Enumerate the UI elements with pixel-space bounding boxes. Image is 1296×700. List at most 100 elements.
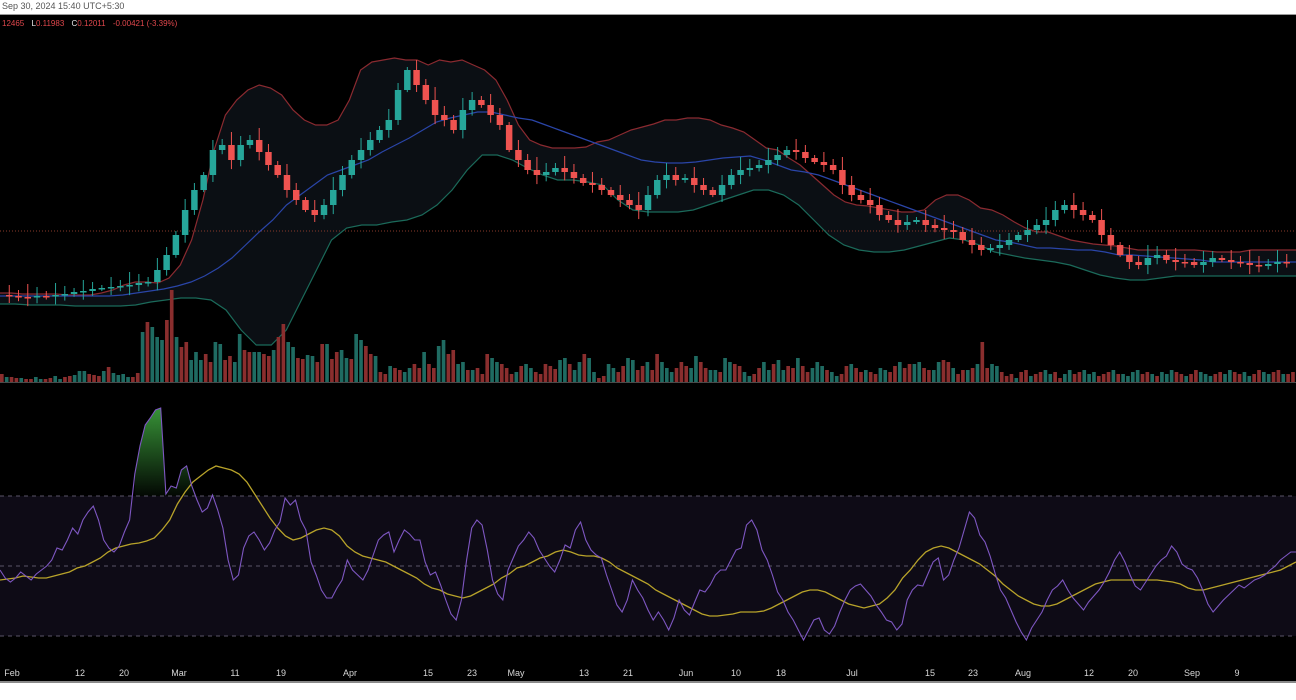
volume-bar bbox=[441, 340, 446, 382]
candle-body bbox=[1079, 210, 1087, 215]
time-axis[interactable]: Feb 12 20 Mar 11 19 Apr 15 23 May 13 21 Jun 10 18 Jul 15… bbox=[0, 668, 1296, 682]
chart-canvas[interactable] bbox=[0, 15, 1296, 682]
volume-bar bbox=[432, 368, 436, 382]
volume-bar bbox=[359, 340, 363, 382]
volume-bar bbox=[364, 346, 368, 382]
volume-bar bbox=[650, 370, 655, 382]
volume-bar bbox=[509, 374, 514, 382]
volume-bar bbox=[106, 367, 111, 382]
volume-bar bbox=[1024, 370, 1028, 382]
volume-bar bbox=[213, 342, 218, 382]
volume-bar bbox=[325, 344, 329, 382]
ohlc-high: 12465 bbox=[2, 19, 25, 28]
candle-body bbox=[200, 175, 207, 190]
candle-body bbox=[765, 160, 772, 165]
candle-body bbox=[903, 222, 911, 225]
candle-body bbox=[876, 205, 883, 215]
rsi-overbought-fill bbox=[134, 408, 197, 496]
volume-bar bbox=[635, 370, 640, 382]
volume-bar bbox=[946, 362, 951, 382]
volume-bar bbox=[1213, 374, 1218, 382]
candle-body bbox=[783, 150, 791, 155]
volume-bar bbox=[1160, 372, 1164, 382]
volume-bar bbox=[771, 364, 776, 382]
volume-bar bbox=[422, 352, 426, 382]
candle-body bbox=[302, 200, 309, 210]
volume-bar bbox=[1145, 372, 1150, 382]
volume-bar bbox=[631, 360, 635, 382]
volume-bar bbox=[519, 366, 524, 382]
chart-svg[interactable] bbox=[0, 15, 1296, 682]
volume-bar bbox=[830, 372, 834, 382]
volume-bar bbox=[936, 362, 941, 382]
candle-body bbox=[1144, 258, 1152, 265]
volume-bar bbox=[38, 379, 43, 382]
volume-bar bbox=[189, 360, 193, 382]
volume-bar bbox=[82, 371, 87, 382]
volume-bar bbox=[1174, 372, 1179, 382]
volume-bar bbox=[436, 346, 441, 382]
volume-bar bbox=[893, 366, 897, 382]
volume-bar bbox=[1247, 376, 1252, 382]
candle-body bbox=[98, 288, 106, 290]
volume-bar bbox=[645, 362, 650, 382]
candle-body bbox=[811, 158, 818, 162]
candle-body bbox=[117, 286, 124, 288]
volume-bar bbox=[854, 368, 858, 382]
candle-body bbox=[700, 185, 707, 190]
volume-bar bbox=[315, 362, 320, 382]
time-axis-tick: Feb bbox=[4, 668, 20, 678]
candle-body bbox=[709, 190, 717, 195]
volume-bar bbox=[330, 359, 334, 382]
volume-bar bbox=[1101, 374, 1106, 382]
candle-body bbox=[672, 175, 680, 180]
volume-bar bbox=[1009, 374, 1014, 382]
volume-bar bbox=[975, 364, 980, 382]
volume-bar bbox=[1194, 370, 1198, 382]
candle-body bbox=[802, 152, 809, 158]
candle-body bbox=[154, 270, 161, 282]
volume-bar bbox=[820, 366, 824, 382]
volume-bar bbox=[271, 350, 276, 382]
volume-bar bbox=[859, 372, 863, 382]
volume-bar bbox=[995, 366, 999, 382]
candle-body bbox=[1135, 262, 1142, 265]
candle-body bbox=[1052, 210, 1059, 220]
volume-bar bbox=[150, 327, 155, 382]
candle-body bbox=[940, 228, 948, 230]
volume-bar bbox=[1169, 370, 1174, 382]
volume-bar bbox=[728, 362, 732, 382]
candle-body bbox=[654, 180, 661, 195]
volume-bar bbox=[810, 368, 815, 382]
candle-body bbox=[728, 175, 735, 185]
volume-bar bbox=[354, 334, 358, 382]
volume-bar bbox=[747, 376, 752, 382]
volume-bar bbox=[208, 362, 213, 382]
volume-bar bbox=[194, 352, 198, 382]
volume-bar bbox=[1096, 376, 1101, 382]
volume-bar bbox=[461, 362, 465, 382]
rsi-line bbox=[0, 407, 1296, 642]
ohlc-low: L0.11983 bbox=[31, 19, 64, 28]
volume-bar bbox=[912, 364, 917, 382]
volume-bar bbox=[1038, 372, 1043, 382]
volume-bar bbox=[160, 340, 164, 382]
volume-bar bbox=[262, 354, 266, 382]
volume-bar bbox=[281, 324, 286, 382]
volume-bar bbox=[844, 366, 849, 382]
time-axis-tick: 12 bbox=[74, 668, 86, 678]
candle-body bbox=[959, 232, 966, 240]
candle-body bbox=[885, 215, 892, 220]
top-info-bar: Sep 30, 2024 15:40 UTC+5:30 bbox=[0, 0, 1296, 15]
candle-body bbox=[644, 195, 652, 210]
volume-bar bbox=[1004, 376, 1009, 382]
ohlc-close-value: 0.12011 bbox=[77, 19, 106, 28]
volume-bar bbox=[601, 376, 606, 382]
volume-bar bbox=[179, 347, 184, 382]
volume-bar bbox=[300, 359, 305, 382]
volume-bar bbox=[1033, 374, 1038, 382]
candle-body bbox=[191, 190, 198, 210]
volume-bar bbox=[669, 372, 674, 382]
volume-bar bbox=[446, 354, 451, 382]
volume-bar bbox=[1092, 372, 1096, 382]
